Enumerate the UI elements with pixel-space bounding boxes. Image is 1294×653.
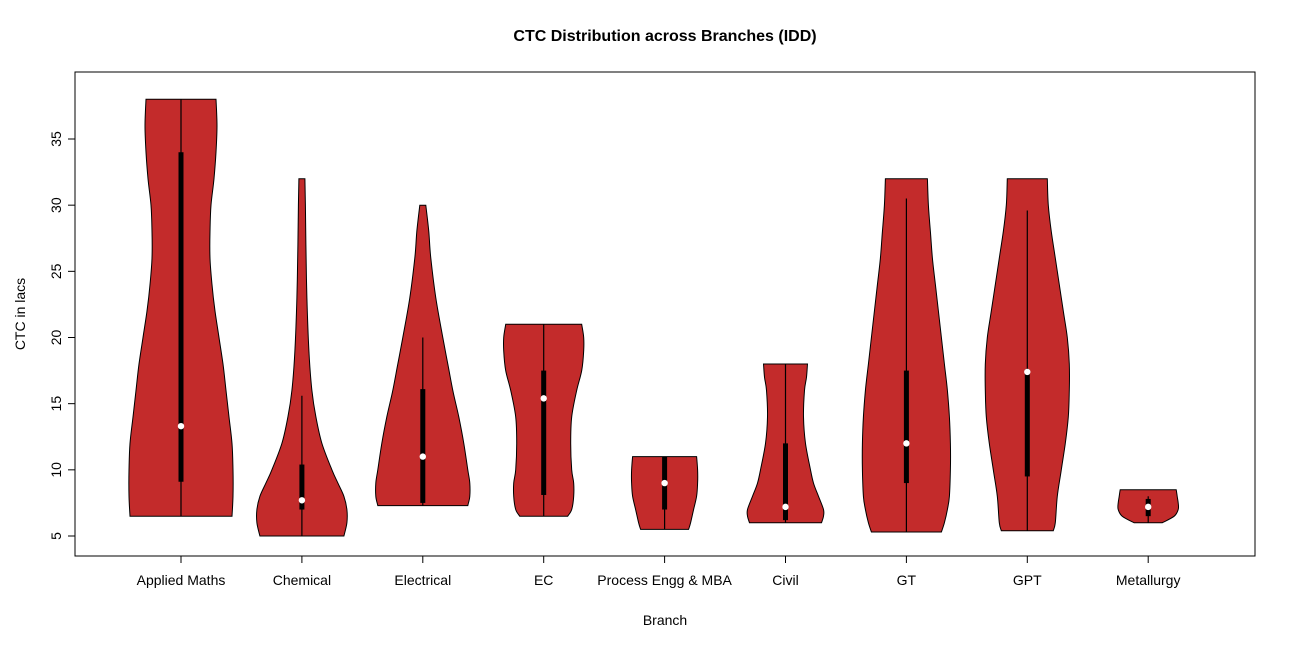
chart-title: CTC Distribution across Branches (IDD) (513, 28, 817, 45)
x-tick-label-metallurgy: Metallurgy (1116, 572, 1181, 588)
iqr-box-applied-maths (178, 152, 184, 482)
y-tick-label: 25 (48, 263, 64, 279)
x-tick-label-applied-maths: Applied Maths (137, 572, 226, 588)
median-dot-gpt (1024, 368, 1031, 376)
y-axis-label: CTC in lacs (12, 277, 28, 351)
median-dot-process-engg-mba (661, 479, 668, 487)
median-dot-chemical (298, 497, 306, 504)
median-dot-electrical (419, 453, 426, 460)
x-tick-label-chemical: Chemical (273, 572, 331, 588)
median-dot-gt (903, 440, 910, 447)
median-dot-civil (782, 503, 789, 511)
y-tick-label: 20 (48, 330, 64, 346)
iqr-box-gpt (1024, 369, 1030, 477)
x-tick-label-gt: GT (897, 572, 917, 588)
y-tick-label: 10 (48, 462, 64, 478)
iqr-box-civil (783, 443, 788, 521)
x-tick-label-gpt: GPT (1013, 572, 1042, 588)
y-tick-label: 35 (48, 131, 64, 147)
x-tick-label-ec: EC (534, 572, 553, 588)
x-tick-label-process-engg-mba: Process Engg & MBA (597, 572, 732, 588)
x-axis-label: Branch (642, 612, 688, 628)
iqr-box-gt (903, 370, 909, 484)
median-dot-ec (540, 395, 547, 402)
violin-chemical (256, 178, 348, 537)
x-tick-label-electrical: Electrical (394, 572, 451, 588)
iqr-box-electrical (420, 389, 426, 503)
x-tick-label-civil: Civil (772, 572, 798, 588)
median-dot-metallurgy (1145, 503, 1152, 511)
y-tick-label: 5 (48, 532, 64, 540)
median-dot-applied-maths (177, 422, 185, 430)
iqr-box-ec (541, 370, 547, 495)
iqr-box-chemical (299, 464, 305, 510)
y-tick-label: 15 (48, 396, 64, 412)
y-tick-label: 30 (48, 197, 64, 213)
